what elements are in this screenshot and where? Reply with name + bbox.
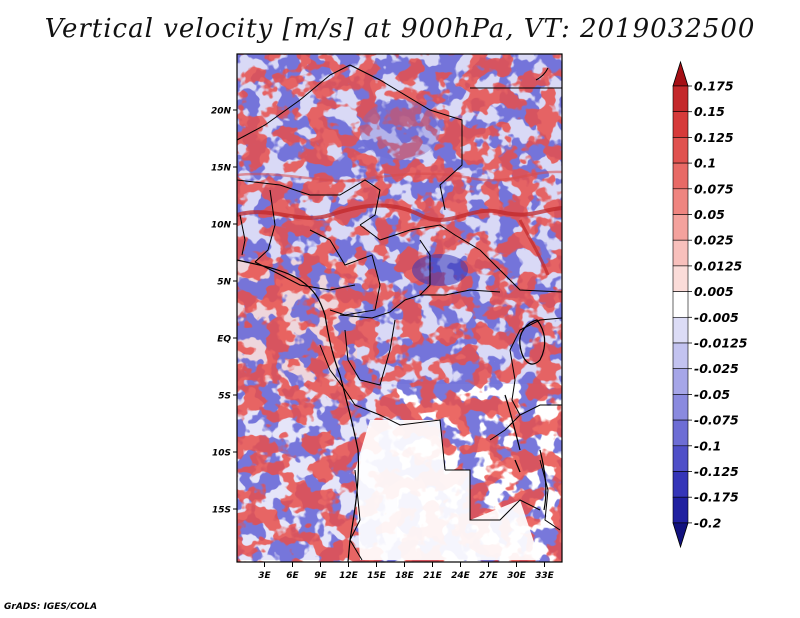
- colorbar-label: 0.15: [694, 104, 725, 119]
- lon-tick-label: 3E: [258, 571, 271, 581]
- lon-tick-label: 30E: [507, 571, 527, 581]
- lon-tick-label: 24E: [451, 571, 471, 581]
- lat-tick-label: 10N: [211, 221, 232, 231]
- colorbar-segment: [672, 291, 689, 318]
- lon-tick-label: 18E: [395, 571, 415, 581]
- lat-tick-label: 15N: [211, 164, 232, 174]
- colorbar-segment: [672, 316, 689, 344]
- colorbar-segment: [672, 85, 689, 113]
- colorbar-segment: [672, 471, 689, 498]
- lat-tick-label: 10S: [212, 449, 231, 459]
- colorbar-segment: [672, 496, 689, 524]
- colorbar-label: 0.075: [694, 181, 734, 196]
- coastline: [237, 259, 360, 562]
- latitude-axis: 20N 15N 10N 5N EQ 5S 10S 15S: [211, 107, 237, 516]
- colorbar-segment: [672, 137, 689, 164]
- colorbar-segment: [672, 342, 689, 370]
- colorbar-top-arrow: [672, 60, 689, 87]
- colorbar-segment: [672, 188, 689, 215]
- lon-tick-label: 12E: [339, 571, 359, 581]
- chart-title: Vertical velocity [m/s] at 900hPa, VT: 2…: [44, 14, 756, 44]
- colorbar-label: -0.05: [694, 387, 730, 402]
- lon-tick-label: 15E: [367, 571, 387, 581]
- colorbar-segment: [672, 111, 689, 138]
- country-borders: [237, 64, 562, 561]
- colorbar-label: 0.1: [694, 156, 716, 171]
- colorbar-label: -0.175: [694, 490, 739, 505]
- vertical-velocity-field: [237, 54, 562, 562]
- colorbar-bottom-arrow: [672, 522, 689, 549]
- colorbar-segment: [672, 265, 689, 292]
- colorbar-segment: [672, 239, 689, 267]
- colorbar-label: 0.125: [694, 130, 734, 145]
- lon-tick-label: 21E: [423, 571, 443, 581]
- colorbar-label: -0.0125: [694, 336, 748, 351]
- colorbar-label: 0.05: [694, 207, 725, 222]
- colorbar: 0.175 0.15 0.125 0.1 0.075 0.05 0.025 0.0125 0.0…: [672, 60, 748, 549]
- lat-tick-label: 5S: [218, 392, 231, 402]
- lat-tick-label: 20N: [211, 107, 232, 117]
- colorbar-label: -0.125: [694, 464, 739, 479]
- lat-tick-label: EQ: [217, 335, 231, 345]
- colorbar-segment: [672, 419, 689, 447]
- map-frame: [236, 53, 563, 563]
- colorbar-segment: [672, 214, 689, 241]
- colorbar-segment: [672, 394, 689, 421]
- colorbar-label: 0.0125: [694, 258, 743, 273]
- colorbar-label: 0.005: [694, 284, 734, 299]
- colorbar-segment: [672, 445, 689, 472]
- lon-tick-label: 33E: [535, 571, 555, 581]
- colorbar-label: 0.175: [694, 79, 734, 94]
- colorbar-segment: [672, 368, 689, 395]
- colorbar-label: -0.2: [694, 515, 721, 530]
- colorbar-label: -0.025: [694, 361, 739, 376]
- grads-credit: GrADS: IGES/COLA: [4, 602, 98, 612]
- colorbar-segment: [672, 162, 689, 190]
- colorbar-label: -0.075: [694, 413, 739, 428]
- longitude-axis: 3E 6E 9E 12E 15E 18E 21E 24E 27E 30E 33E: [258, 562, 555, 581]
- lon-tick-label: 6E: [286, 571, 299, 581]
- colorbar-label: 0.025: [694, 233, 734, 248]
- lat-tick-label: 15S: [212, 506, 231, 516]
- colorbar-label: -0.005: [694, 310, 739, 325]
- colorbar-label: -0.1: [694, 438, 721, 453]
- lat-tick-label: 5N: [217, 278, 231, 288]
- lon-tick-label: 9E: [314, 571, 327, 581]
- lon-tick-label: 27E: [479, 571, 499, 581]
